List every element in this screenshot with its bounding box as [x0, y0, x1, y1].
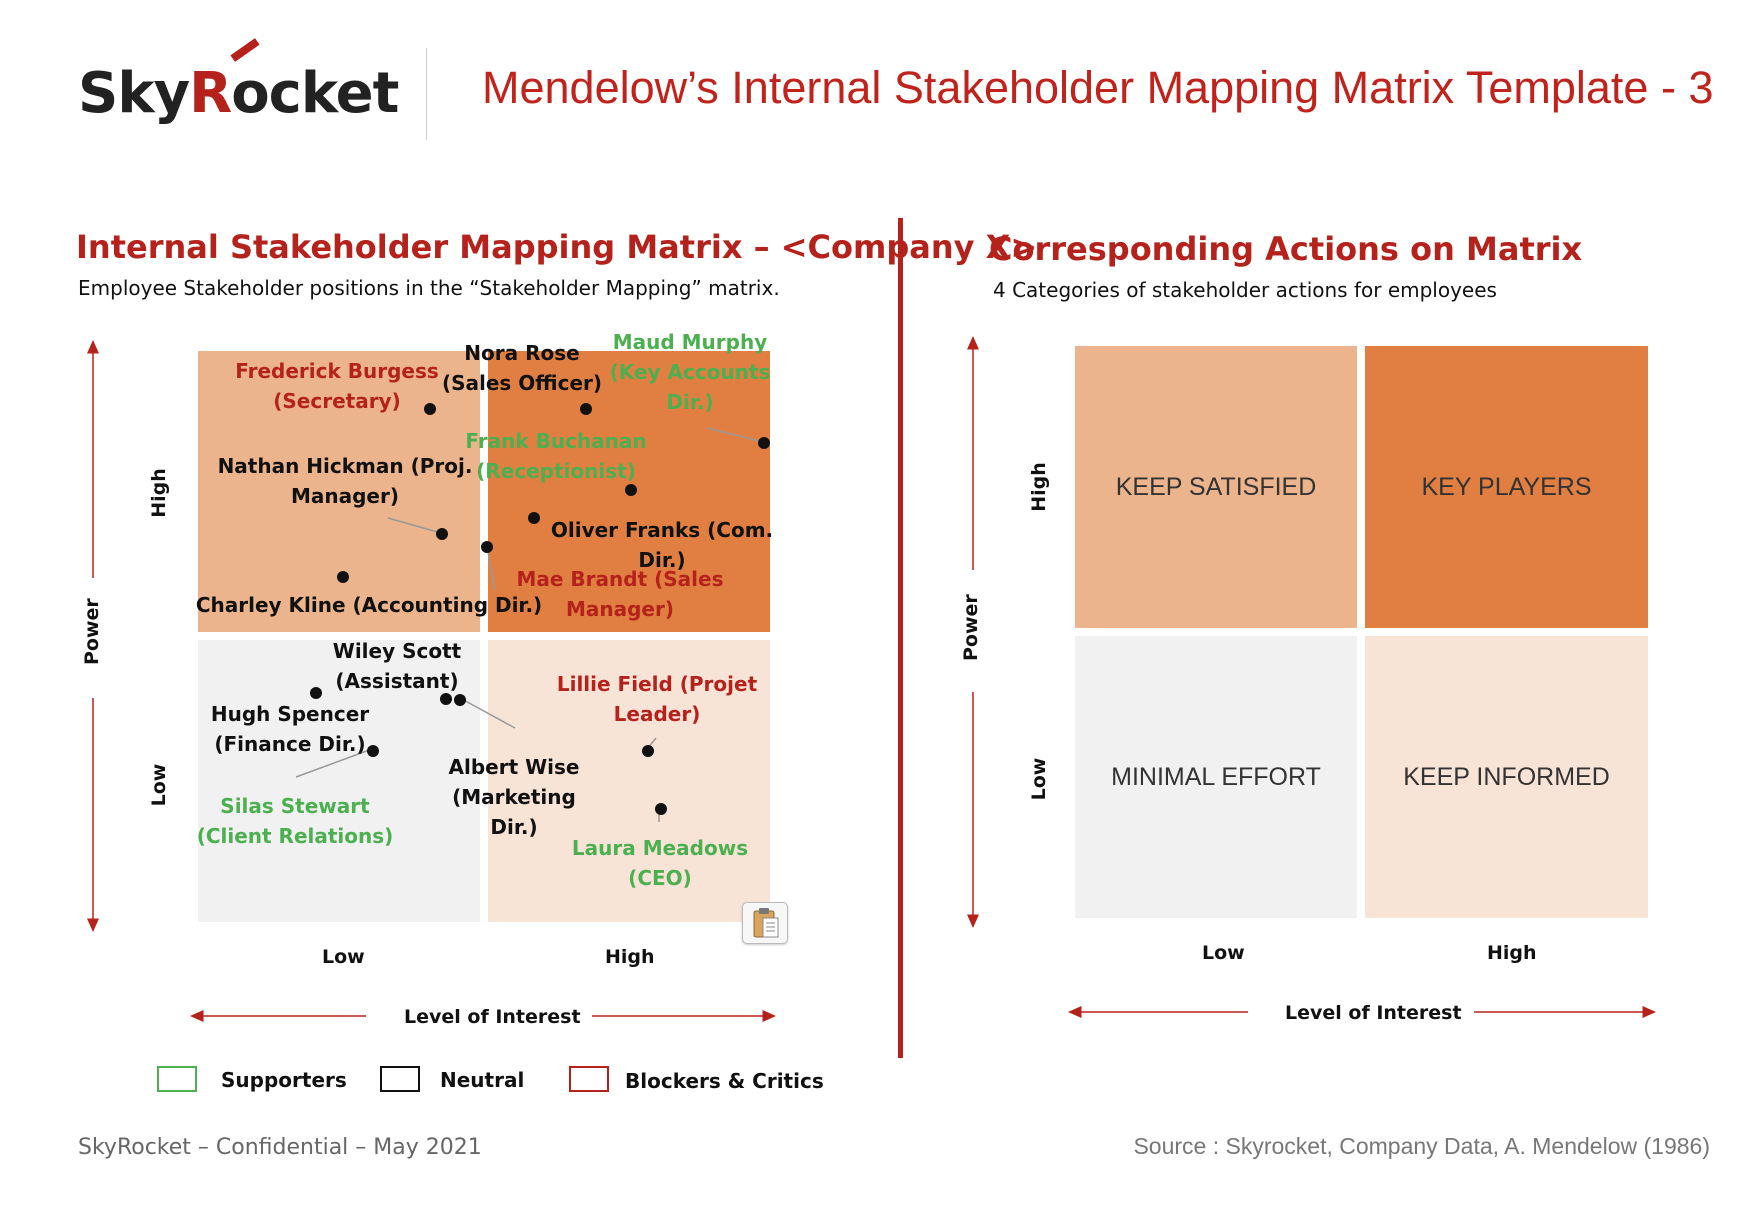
right-y-low-label: Low [1028, 757, 1050, 801]
legend-neutral-label: Neutral [440, 1068, 525, 1092]
leader-line-albert-wise [459, 697, 516, 729]
legend-supporters-swatch [157, 1066, 197, 1092]
right-section-subtitle: 4 Categories of stakeholder actions for … [993, 278, 1497, 302]
clipboard-icon [753, 908, 779, 938]
right-x-axis-label: Level of Interest [1285, 1002, 1462, 1024]
legend-supporters-label: Supporters [221, 1068, 347, 1092]
left-section-title: Internal Stakeholder Mapping Matrix – <C… [76, 228, 1038, 266]
dot-frank-buchanan [625, 484, 637, 496]
left-x-low-label: Low [322, 946, 365, 968]
skyrocket-logo: SkyRocket [78, 38, 408, 140]
panel-divider [898, 218, 903, 1058]
dot-hugh-spencer [310, 687, 322, 699]
leader-line-nathan-hickman [387, 517, 442, 534]
legend-neutral-swatch [380, 1066, 420, 1092]
stakeholder-wiley-scott: Wiley Scott (Assistant) [332, 639, 462, 693]
dot-silas-stewart [367, 745, 379, 757]
left-section-subtitle: Employee Stakeholder positions in the “S… [78, 276, 780, 300]
dot-charley-kline [337, 571, 349, 583]
dot-frederick-burgess [424, 403, 436, 415]
left-quadrant-keep-satisfied [198, 351, 480, 632]
right-quadrant-keep-informed: KEEP INFORMED [1365, 636, 1648, 918]
left-y-high-label: High [148, 468, 170, 518]
dot-albert-wise [454, 694, 466, 706]
stakeholder-frederick-burgess: Frederick Burgess (Secretary) [235, 359, 439, 413]
keep-satisfied-label: KEEP SATISFIED [1115, 472, 1317, 501]
legend-blockers-swatch [569, 1066, 609, 1092]
right-y-high-label: High [1028, 462, 1050, 512]
dot-mae-brandt [481, 541, 493, 553]
stakeholder-oliver-franks: Oliver Franks (Com. Dir.) [550, 518, 774, 572]
stakeholder-charley-kline: Charley Kline (Accounting Dir.) [195, 593, 543, 617]
dot-lillie-field [642, 745, 654, 757]
right-x-high-label: High [1487, 942, 1537, 964]
leader-line-mae-brandt [486, 545, 496, 591]
right-quadrant-keep-satisfied: KEEP SATISFIED [1075, 346, 1357, 628]
dot-oliver-franks [528, 512, 540, 524]
right-y-axis-label: Power [960, 594, 982, 661]
right-quadrant-minimal-effort: MINIMAL EFFORT [1075, 636, 1357, 918]
key-players-label: KEY PLAYERS [1421, 472, 1592, 501]
logo-text-ocket: ocket [231, 61, 399, 126]
dot-maud-murphy [758, 437, 770, 449]
stakeholder-nora-rose: Nora Rose (Sales Officer) [441, 341, 603, 395]
stakeholder-albert-wise: Albert Wise (Marketing Dir.) [448, 755, 580, 839]
footer-confidential: SkyRocket – Confidential – May 2021 [78, 1135, 482, 1160]
logo-text-sky: Sky [78, 61, 190, 126]
dot-wiley-scott [440, 693, 452, 705]
right-section-title: Corresponding Actions on Matrix [989, 230, 1583, 268]
left-x-axis-label: Level of Interest [404, 1006, 581, 1028]
left-x-high-label: High [605, 946, 655, 968]
left-quadrant-keep-informed [488, 640, 770, 922]
stakeholder-nathan-hickman: Nathan Hickman (Proj. Manager) [217, 454, 473, 508]
footer-source: Source : Skyrocket, Company Data, A. Men… [1133, 1133, 1710, 1159]
stakeholder-laura-meadows: Laura Meadows (CEO) [571, 836, 749, 890]
left-quadrant-minimal-effort [198, 640, 480, 922]
right-quadrant-key-players: KEY PLAYERS [1365, 346, 1648, 628]
legend-blockers-label: Blockers & Critics [625, 1069, 824, 1093]
header-divider [426, 48, 427, 140]
stakeholder-maud-murphy: Maud Murphy (Key Accounts Dir.) [609, 330, 771, 414]
paste-options-icon[interactable] [742, 902, 788, 944]
stakeholder-mae-brandt: Mae Brandt (Sales Manager) [516, 567, 724, 621]
page-title: Mendelow’s Internal Stakeholder Mapping … [482, 62, 1714, 113]
left-y-axis-label: Power [81, 598, 103, 665]
dot-laura-meadows [655, 803, 667, 815]
keep-informed-label: KEEP INFORMED [1403, 762, 1610, 791]
leader-line-maud-murphy [706, 427, 764, 443]
minimal-effort-label: MINIMAL EFFORT [1111, 762, 1321, 791]
right-x-low-label: Low [1202, 942, 1245, 964]
stakeholder-silas-stewart: Silas Stewart (Client Relations) [196, 794, 394, 848]
dot-nathan-hickman [436, 528, 448, 540]
stakeholder-lillie-field: Lillie Field (Projet Leader) [556, 672, 758, 726]
stakeholder-hugh-spencer: Hugh Spencer (Finance Dir.) [210, 702, 370, 756]
left-y-low-label: Low [148, 763, 170, 807]
leader-line-silas-stewart [295, 748, 373, 778]
logo-text-r: R [189, 61, 232, 126]
dot-nora-rose [580, 403, 592, 415]
stakeholder-frank-buchanan: Frank Buchanan (Receptionist) [465, 429, 647, 483]
